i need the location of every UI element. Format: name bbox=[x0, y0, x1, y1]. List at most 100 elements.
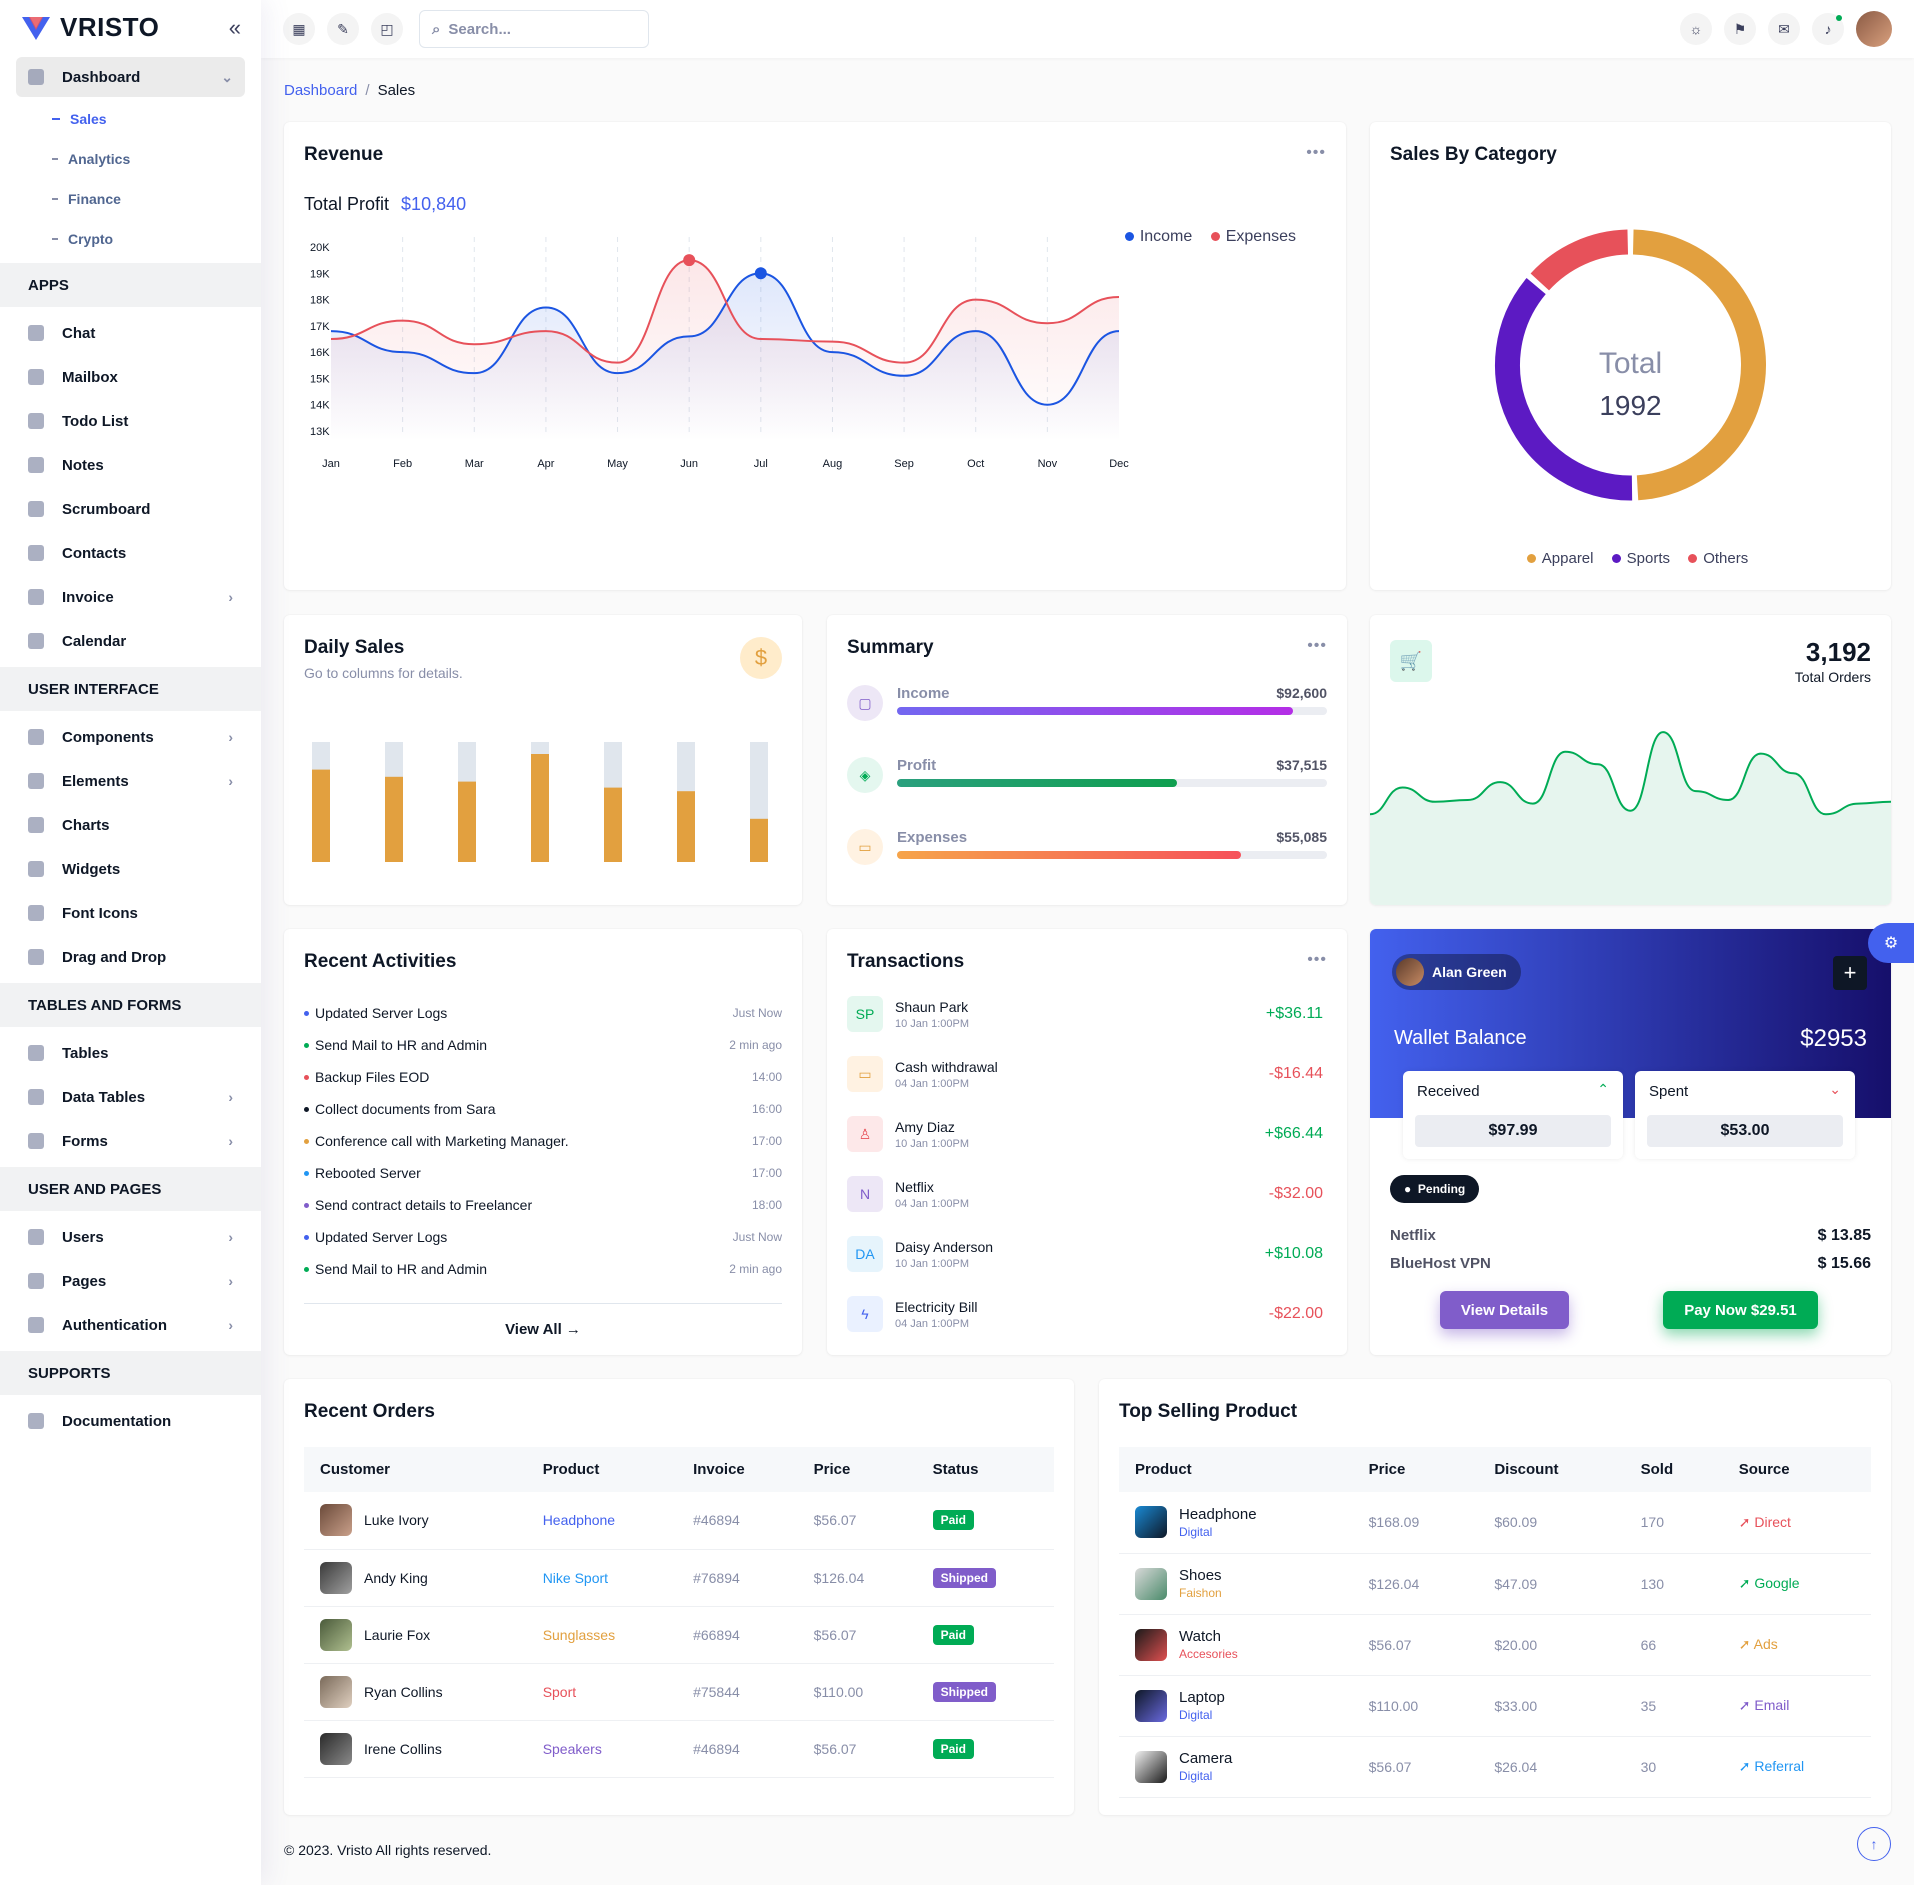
breadcrumb-parent[interactable]: Dashboard bbox=[284, 82, 358, 99]
table-row[interactable]: Luke Ivory Headphone #46894 $56.07 Paid bbox=[304, 1492, 1054, 1550]
activity-item[interactable]: Send contract details to Freelancer 18:00 bbox=[304, 1189, 782, 1221]
sidebar-sub-analytics[interactable]: Analytics bbox=[0, 139, 261, 179]
table-row[interactable]: Ryan Collins Sport #75844 $110.00 Shipped bbox=[304, 1663, 1054, 1721]
theme-toggle-button[interactable]: ☼ bbox=[1680, 13, 1712, 45]
table-row[interactable]: Watch Accesories $56.07 $20.00 66 ➚ Ads bbox=[1119, 1614, 1871, 1676]
donut-slice-sports[interactable] bbox=[1495, 278, 1633, 501]
sidebar-item-mailbox[interactable]: Mailbox bbox=[0, 355, 261, 399]
peak-marker[interactable] bbox=[683, 254, 696, 267]
cell-product[interactable]: Speakers bbox=[526, 1720, 678, 1778]
peak-marker[interactable] bbox=[754, 267, 767, 280]
bar[interactable] bbox=[750, 818, 768, 862]
calendar-button[interactable]: ▦ bbox=[283, 13, 315, 45]
activity-item[interactable]: Conference call with Marketing Manager. 1… bbox=[304, 1125, 782, 1157]
bar[interactable] bbox=[604, 787, 622, 862]
sidebar-item-pages[interactable]: Pages › bbox=[0, 1259, 261, 1303]
activity-item[interactable]: Backup Files EOD 14:00 bbox=[304, 1061, 782, 1093]
sidebar-item-widgets[interactable]: Widgets bbox=[0, 847, 261, 891]
activity-item[interactable]: Send Mail to HR and Admin 2 min ago bbox=[304, 1253, 782, 1285]
pay-now-button[interactable]: Pay Now $29.51 bbox=[1663, 1291, 1818, 1329]
legend-income[interactable]: Income bbox=[1139, 228, 1193, 245]
sidebar-item-dashboard[interactable]: Dashboard ⌄ bbox=[16, 57, 245, 97]
sidebar-item-font-icons[interactable]: Font Icons bbox=[0, 891, 261, 935]
sidebar-item-data-tables[interactable]: Data Tables › bbox=[0, 1075, 261, 1119]
activity-item[interactable]: Rebooted Server 17:00 bbox=[304, 1157, 782, 1189]
cell-product[interactable]: Sport bbox=[526, 1663, 678, 1721]
settings-gear-icon[interactable]: ⚙ bbox=[1868, 923, 1914, 963]
received-box[interactable]: Received ⌃ $97.99 bbox=[1403, 1071, 1623, 1159]
sidebar-sub-finance[interactable]: Finance bbox=[0, 179, 261, 219]
view-all-link[interactable]: View All → bbox=[505, 1321, 581, 1338]
chat-button[interactable]: ◰ bbox=[371, 13, 403, 45]
legend-others[interactable]: Others bbox=[1703, 550, 1749, 567]
sidebar-item-documentation[interactable]: Documentation bbox=[0, 1399, 261, 1443]
donut-slice-others[interactable] bbox=[1530, 229, 1629, 291]
table-row[interactable]: Laptop Digital $110.00 $33.00 35 ➚ Email bbox=[1119, 1675, 1871, 1737]
activity-item[interactable]: Collect documents from Sara 16:00 bbox=[304, 1093, 782, 1125]
user-pill[interactable]: Alan Green bbox=[1392, 954, 1521, 990]
sidebar-item-invoice[interactable]: Invoice › bbox=[0, 575, 261, 619]
bar[interactable] bbox=[312, 769, 330, 862]
sidebar-item-authentication[interactable]: Authentication › bbox=[0, 1303, 261, 1347]
edit-button[interactable]: ✎ bbox=[327, 13, 359, 45]
legend-expenses[interactable]: Expenses bbox=[1225, 228, 1296, 245]
language-button[interactable]: ⚑ bbox=[1724, 13, 1756, 45]
cell-source[interactable]: ➚ Referral bbox=[1722, 1736, 1871, 1798]
more-options-icon[interactable]: ••• bbox=[1306, 144, 1326, 161]
messages-button[interactable]: ✉ bbox=[1768, 13, 1800, 45]
add-button[interactable]: + bbox=[1833, 956, 1867, 990]
table-row[interactable]: Camera Digital $56.07 $26.04 30 ➚ Referral bbox=[1119, 1736, 1871, 1798]
more-options-icon[interactable]: ••• bbox=[1307, 637, 1327, 654]
cell-product[interactable]: Sunglasses bbox=[526, 1606, 678, 1664]
scroll-top-button[interactable]: ↑ bbox=[1857, 1827, 1891, 1861]
transaction-row[interactable]: DA Daisy Anderson 10 Jan 1:00PM +$10.08 bbox=[847, 1224, 1323, 1284]
legend-sports[interactable]: Sports bbox=[1626, 550, 1671, 567]
spent-box[interactable]: Spent ⌄ $53.00 bbox=[1635, 1071, 1855, 1159]
logo[interactable]: VRISTO « bbox=[0, 0, 261, 55]
cell-source[interactable]: ➚ Direct bbox=[1722, 1492, 1871, 1554]
collapse-sidebar-icon[interactable]: « bbox=[228, 14, 241, 40]
view-details-button[interactable]: View Details bbox=[1440, 1291, 1569, 1329]
sidebar-item-todo-list[interactable]: Todo List bbox=[0, 399, 261, 443]
table-row[interactable]: Headphone Digital $168.09 $60.09 170 ➚ Direct bbox=[1119, 1492, 1871, 1554]
sidebar-item-calendar[interactable]: Calendar bbox=[0, 619, 261, 663]
legend-apparel[interactable]: Apparel bbox=[1541, 550, 1594, 567]
activity-item[interactable]: Updated Server Logs Just Now bbox=[304, 997, 782, 1029]
cell-source[interactable]: ➚ Ads bbox=[1722, 1614, 1871, 1676]
table-row[interactable]: Laurie Fox Sunglasses #66894 $56.07 Paid bbox=[304, 1606, 1054, 1664]
cell-source[interactable]: ➚ Google bbox=[1722, 1553, 1871, 1615]
sidebar-sub-crypto[interactable]: Crypto bbox=[0, 219, 261, 259]
cell-product[interactable]: Headphone bbox=[526, 1492, 678, 1550]
cell-product[interactable]: Nike Sport bbox=[526, 1549, 678, 1607]
sidebar-item-notes[interactable]: Notes bbox=[0, 443, 261, 487]
sidebar-item-chat[interactable]: Chat bbox=[0, 311, 261, 355]
bar[interactable] bbox=[385, 776, 403, 862]
bar[interactable] bbox=[531, 754, 549, 862]
transaction-row[interactable]: SP Shaun Park 10 Jan 1:00PM +$36.11 bbox=[847, 984, 1323, 1044]
sidebar-item-components[interactable]: Components › bbox=[0, 715, 261, 759]
sidebar-item-tables[interactable]: Tables bbox=[0, 1031, 261, 1075]
more-options-icon[interactable]: ••• bbox=[1307, 951, 1327, 968]
search-input[interactable]: ⌕ Search... bbox=[419, 10, 649, 48]
transaction-row[interactable]: N Netflix 04 Jan 1:00PM -$32.00 bbox=[847, 1164, 1323, 1224]
transaction-row[interactable]: ϟ Electricity Bill 04 Jan 1:00PM -$22.00 bbox=[847, 1284, 1323, 1344]
sidebar-sub-sales[interactable]: Sales bbox=[0, 99, 261, 139]
sidebar-item-contacts[interactable]: Contacts bbox=[0, 531, 261, 575]
sidebar-item-elements[interactable]: Elements › bbox=[0, 759, 261, 803]
notifications-button[interactable]: ♪ bbox=[1812, 13, 1844, 45]
sidebar-item-charts[interactable]: Charts bbox=[0, 803, 261, 847]
transaction-row[interactable]: ▭ Cash withdrawal 04 Jan 1:00PM -$16.44 bbox=[847, 1044, 1323, 1104]
user-avatar[interactable] bbox=[1856, 11, 1892, 47]
activity-item[interactable]: Send Mail to HR and Admin 2 min ago bbox=[304, 1029, 782, 1061]
cell-source[interactable]: ➚ Email bbox=[1722, 1675, 1871, 1737]
sidebar-item-scrumboard[interactable]: Scrumboard bbox=[0, 487, 261, 531]
activity-item[interactable]: Updated Server Logs Just Now bbox=[304, 1221, 782, 1253]
transaction-row[interactable]: ♙ Amy Diaz 10 Jan 1:00PM +$66.44 bbox=[847, 1104, 1323, 1164]
table-row[interactable]: Andy King Nike Sport #76894 $126.04 Shipped bbox=[304, 1549, 1054, 1607]
table-row[interactable]: Irene Collins Speakers #46894 $56.07 Paid bbox=[304, 1720, 1054, 1778]
sidebar-item-users[interactable]: Users › bbox=[0, 1215, 261, 1259]
bar[interactable] bbox=[677, 791, 695, 862]
sidebar-item-forms[interactable]: Forms › bbox=[0, 1119, 261, 1163]
donut-slice-apparel[interactable] bbox=[1632, 229, 1766, 501]
sidebar-item-drag-and-drop[interactable]: Drag and Drop bbox=[0, 935, 261, 979]
